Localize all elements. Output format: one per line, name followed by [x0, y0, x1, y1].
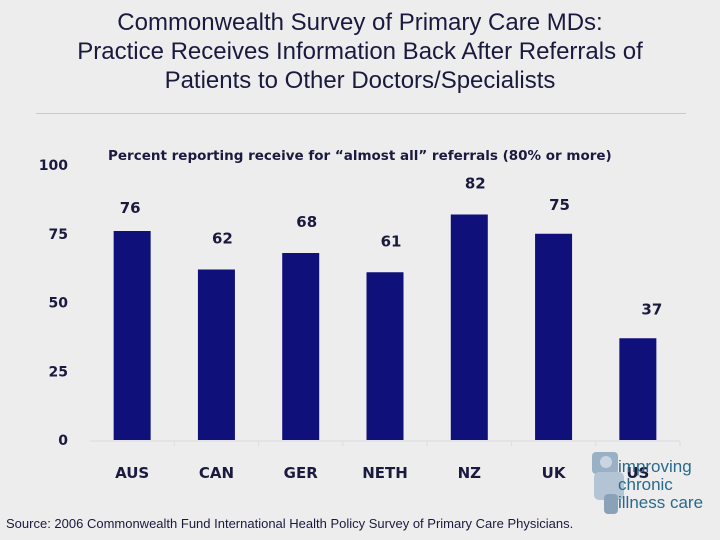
title-line-1: Commonwealth Survey of Primary Care MDs:	[117, 9, 603, 36]
y-tick-label: 0	[58, 433, 68, 449]
value-label-can: 62	[212, 230, 233, 248]
category-label-neth: NETH	[362, 464, 408, 482]
title-divider	[36, 113, 686, 114]
bar-neth	[366, 272, 404, 440]
title-line-2: Practice Receives Information Back After…	[77, 38, 643, 65]
category-label-nz: NZ	[458, 464, 482, 482]
bar-can	[197, 269, 235, 440]
value-label-uk: 75	[549, 196, 570, 214]
value-label-nz: 82	[465, 175, 486, 193]
bar-us	[619, 338, 657, 440]
bar-ger	[282, 253, 320, 440]
logo-puzzle-person-icon	[592, 452, 624, 514]
category-label-uk: UK	[542, 464, 567, 482]
logo-line-2: chronic	[618, 475, 673, 494]
logo-text: improving chronic illness care	[618, 458, 718, 512]
category-label-aus: AUS	[115, 464, 149, 482]
bar-nz	[450, 214, 488, 440]
title-line-3: Patients to Other Doctors/Specialists	[164, 67, 556, 94]
y-tick-label: 50	[49, 296, 69, 312]
value-label-neth: 61	[381, 232, 402, 250]
value-label-ger: 68	[296, 213, 317, 231]
value-label-aus: 76	[120, 199, 141, 217]
y-tick-label: 100	[39, 158, 68, 174]
chart-subtitle: Percent reporting receive for “almost al…	[108, 148, 612, 164]
logo-line-3: illness care	[618, 493, 704, 512]
bar-uk	[535, 233, 573, 440]
source-note: Source: 2006 Commonwealth Fund Internati…	[6, 516, 574, 531]
slide-title: Commonwealth Survey of Primary Care MDs:…	[0, 8, 720, 95]
category-label-ger: GER	[284, 464, 319, 482]
category-label-us: US	[626, 464, 649, 482]
bar-aus	[113, 231, 151, 440]
logo-line-1: improving	[618, 457, 692, 476]
category-label-can: CAN	[199, 464, 234, 482]
y-tick-label: 75	[49, 227, 68, 243]
value-label-us: 37	[641, 300, 662, 318]
y-tick-label: 25	[49, 364, 68, 380]
